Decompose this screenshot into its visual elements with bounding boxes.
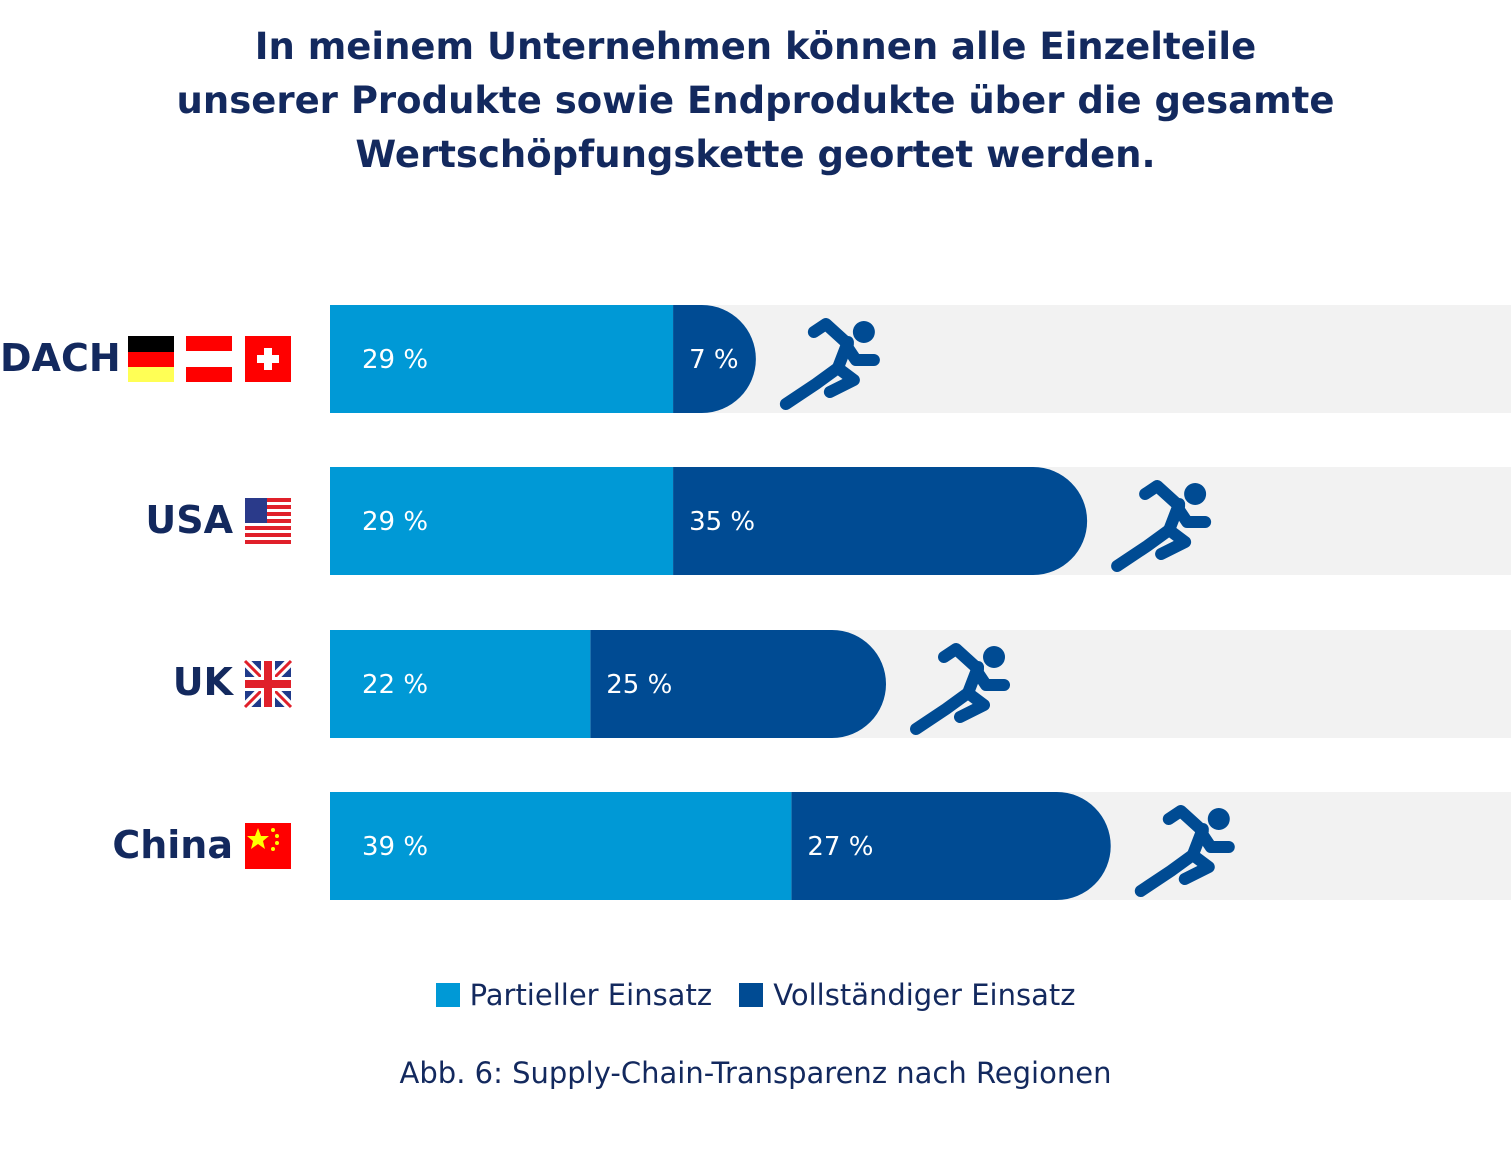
bar-partial-UK [330,630,591,738]
title-line: In meinem Unternehmen können alle Einzel… [254,25,1257,68]
chart-title: In meinem Unternehmen können alle Einzel… [0,20,1511,182]
data-label-partial: 29 % [362,345,428,375]
bar-partial-China [330,792,792,900]
title-line: Wertschöpfungskette geortet werden. [355,133,1156,176]
bar-partial-DACH [330,305,674,413]
legend-label-full: Vollständiger Einsatz [773,978,1076,1012]
data-label-partial: 29 % [362,507,428,537]
data-label-full: 27 % [807,832,873,862]
runner-icon [1134,805,1235,897]
category-label-china: China [112,823,233,867]
austria-flag-icon [186,336,232,382]
china-flag-icon [245,823,291,869]
title-line: unserer Produkte sowie Endprodukte über … [176,79,1335,122]
data-label-full: 7 % [689,345,739,375]
legend-swatch-partial [435,983,460,1007]
data-label-full: 35 % [689,507,755,537]
legend-swatch-full [739,983,764,1007]
data-label-partial: 39 % [362,832,428,862]
legend-label-partial: Partieller Einsatz [469,978,713,1012]
bar-partial-USA [330,467,674,575]
data-label-full: 25 % [606,670,672,700]
category-label-uk: UK [172,660,233,704]
data-label-partial: 22 % [362,670,428,700]
category-label-dach: DACH [0,336,121,380]
runner-icon [910,643,1011,735]
bar-full-DACH [673,305,756,413]
uk-flag-icon [241,657,295,711]
usa-flag-icon [245,498,291,545]
category-label-usa: USA [145,498,233,542]
bar-full-USA [673,467,1088,575]
runner-icon [779,318,880,410]
germany-flag-icon [128,336,174,382]
bar-full-UK [590,630,887,738]
legend: Partieller Einsatz Vollständiger Einsatz [0,978,1511,1012]
switzerland-flag-icon [245,336,291,382]
bar-full-China [791,792,1111,900]
figure-caption: Abb. 6: Supply-Chain-Transparenz nach Re… [399,1056,1112,1090]
runner-icon [1111,480,1212,572]
